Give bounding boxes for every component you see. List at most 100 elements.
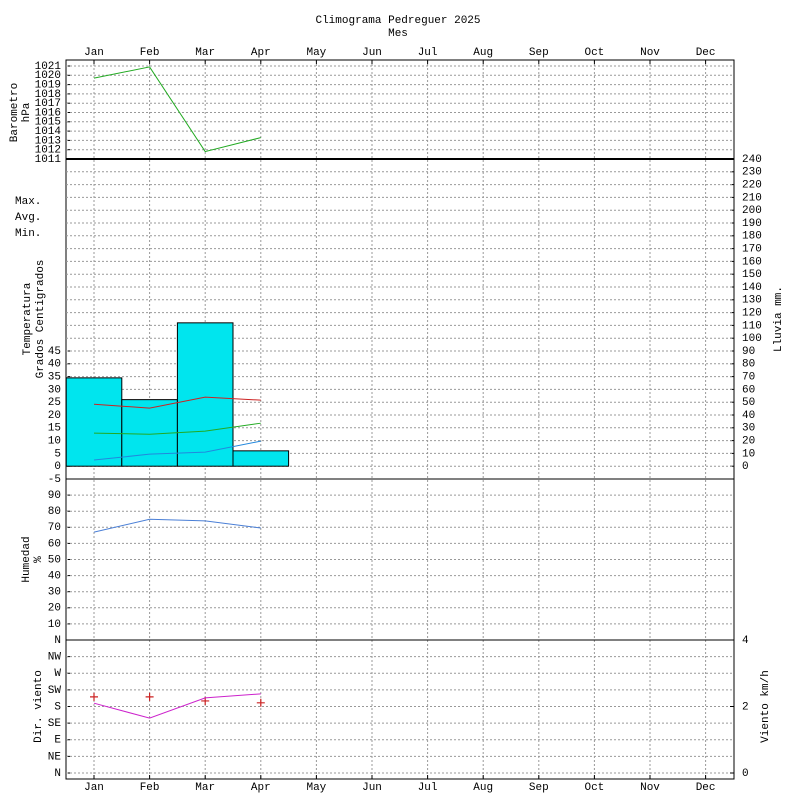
series-line [93,518,261,533]
y-tick-label: 1012 [35,145,61,157]
y-tick-label: 30 [48,587,61,599]
y-tick-label: S [54,701,61,713]
month-label: Mar [195,47,215,59]
y-tick-label: 1014 [35,126,62,138]
y2-tick-label: 60 [742,384,755,396]
month-label: May [306,47,326,59]
rain-bar [176,322,234,467]
month-label: Apr [251,782,271,794]
y2-tick-label: 70 [742,372,755,384]
series-line [93,66,261,153]
y2-tick-label: 210 [742,192,762,204]
month-label: May [306,782,326,794]
chart-subtitle: Mes [388,28,408,40]
y2-tick-label: 20 [742,436,755,448]
month-label: Nov [640,782,660,794]
y-tick-label: 10 [48,436,61,448]
y2-tick-label: 10 [742,448,755,460]
legend-entry: Min. [15,228,41,240]
y-tick-label: NW [48,652,62,664]
y2-tick-label: 4 [742,635,749,647]
month-label: Dec [696,782,716,794]
y2-tick-label: 120 [742,308,762,320]
y2-tick-label: 220 [742,180,762,192]
series-line [93,693,261,719]
y-tick-label: 80 [48,506,61,518]
month-label: Aug [473,782,493,794]
month-label: Feb [140,782,160,794]
rain-bar [65,377,123,467]
y-tick-label: N [54,768,61,780]
y-tick-label: 1019 [35,80,61,92]
y2-tick-label: 170 [742,244,762,256]
y2-tick-label: 160 [742,256,762,268]
y-tick-label: 50 [48,554,61,566]
y-tick-label: 10 [48,619,61,631]
y-tick-label: 20 [48,410,61,422]
y2-tick-label: 0 [742,461,749,473]
y-tick-label: 25 [48,397,61,409]
y2-axis-label: Viento km/h [760,670,772,743]
month-label: Apr [251,47,271,59]
y2-tick-label: 150 [742,269,762,281]
direction-marker [145,692,154,701]
y-axis-label: Humedad [21,536,33,582]
y-axis-label: Grados Centigrados [35,260,47,379]
y2-tick-label: 230 [742,167,762,179]
y-tick-label: SE [48,718,62,730]
y-axis-label: Temperatura [22,282,34,355]
y-tick-label: 45 [48,346,61,358]
y-tick-label: 1017 [35,98,61,110]
y-tick-label: NE [48,751,62,763]
month-label: Oct [584,47,604,59]
y2-tick-label: 50 [742,397,755,409]
month-label: Aug [473,47,493,59]
month-label: Jul [418,47,438,59]
month-label: Dec [696,47,716,59]
y-tick-label: 70 [48,522,61,534]
y-tick-label: 5 [54,448,61,460]
y2-tick-label: 240 [742,154,762,166]
direction-marker [256,698,265,707]
y-tick-label: 0 [54,461,61,473]
y2-tick-label: 110 [742,320,762,332]
month-label: Sep [529,47,549,59]
y-tick-label: -5 [48,474,61,486]
y-axis-label: % [33,556,45,563]
series-line [93,422,261,435]
y-tick-label: 1021 [35,61,62,73]
y2-axis-label: Lluvia mm. [773,286,785,352]
month-label: Mar [195,782,215,794]
month-label: Jul [418,782,438,794]
y2-tick-label: 200 [742,205,762,217]
y2-tick-label: 0 [742,768,749,780]
legend-entry: Avg. [15,212,41,224]
month-label: Jan [84,782,104,794]
y2-tick-label: 180 [742,231,762,243]
y2-tick-label: 140 [742,282,762,294]
y2-tick-label: 40 [742,410,755,422]
y2-tick-label: 130 [742,295,762,307]
y-tick-label: 90 [48,490,61,502]
month-label: Oct [584,782,604,794]
y-axis-label: Barometro [9,83,21,142]
rain-bar [232,450,290,467]
y-tick-label: 40 [48,359,61,371]
series-line [93,396,261,409]
chart-title: Climograma Pedreguer 2025 [315,15,480,27]
y2-tick-label: 30 [742,423,755,435]
y2-tick-label: 80 [742,359,755,371]
month-label: Jun [362,47,382,59]
y-tick-label: E [54,735,61,747]
y-tick-label: 1011 [35,154,62,166]
y-tick-label: 35 [48,372,61,384]
y2-tick-label: 100 [742,333,762,345]
month-label: Sep [529,782,549,794]
y-tick-label: 1015 [35,117,61,129]
y-axis-label: Dir. viento [33,670,45,743]
y2-tick-label: 90 [742,346,755,358]
y-tick-label: W [54,668,61,680]
y-tick-label: 1016 [35,107,61,119]
y2-tick-label: 2 [742,701,749,713]
